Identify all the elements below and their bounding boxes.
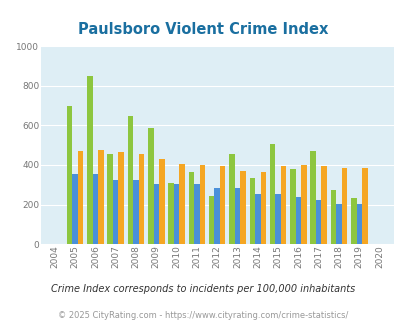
Bar: [249, 178, 254, 244]
Bar: [321, 166, 326, 244]
Bar: [209, 196, 214, 244]
Bar: [240, 171, 245, 244]
Bar: [98, 150, 103, 244]
Text: Paulsboro Violent Crime Index: Paulsboro Violent Crime Index: [78, 22, 327, 37]
Bar: [335, 204, 341, 244]
Bar: [67, 106, 72, 244]
Bar: [341, 168, 346, 244]
Bar: [148, 128, 153, 244]
Bar: [330, 190, 335, 244]
Bar: [356, 204, 361, 244]
Bar: [290, 169, 295, 244]
Bar: [87, 76, 92, 244]
Bar: [78, 151, 83, 244]
Bar: [199, 165, 205, 244]
Bar: [220, 166, 225, 244]
Bar: [173, 184, 179, 244]
Bar: [194, 184, 199, 244]
Bar: [260, 172, 265, 244]
Bar: [254, 194, 260, 244]
Text: Crime Index corresponds to incidents per 100,000 inhabitants: Crime Index corresponds to incidents per…: [51, 284, 354, 294]
Bar: [301, 165, 306, 244]
Bar: [118, 152, 124, 244]
Bar: [159, 159, 164, 244]
Bar: [133, 180, 139, 244]
Bar: [310, 151, 315, 244]
Bar: [350, 198, 356, 244]
Bar: [295, 197, 301, 244]
Bar: [92, 174, 98, 244]
Bar: [234, 188, 240, 244]
Bar: [72, 174, 78, 244]
Bar: [275, 194, 280, 244]
Bar: [139, 154, 144, 244]
Bar: [280, 166, 286, 244]
Bar: [229, 154, 234, 244]
Bar: [269, 144, 275, 244]
Bar: [188, 172, 194, 244]
Bar: [107, 154, 113, 244]
Bar: [214, 188, 220, 244]
Bar: [128, 116, 133, 244]
Bar: [361, 168, 367, 244]
Bar: [179, 164, 184, 244]
Text: © 2025 CityRating.com - https://www.cityrating.com/crime-statistics/: © 2025 CityRating.com - https://www.city…: [58, 312, 347, 320]
Bar: [113, 180, 118, 244]
Bar: [168, 183, 173, 244]
Bar: [315, 200, 321, 244]
Bar: [153, 184, 159, 244]
